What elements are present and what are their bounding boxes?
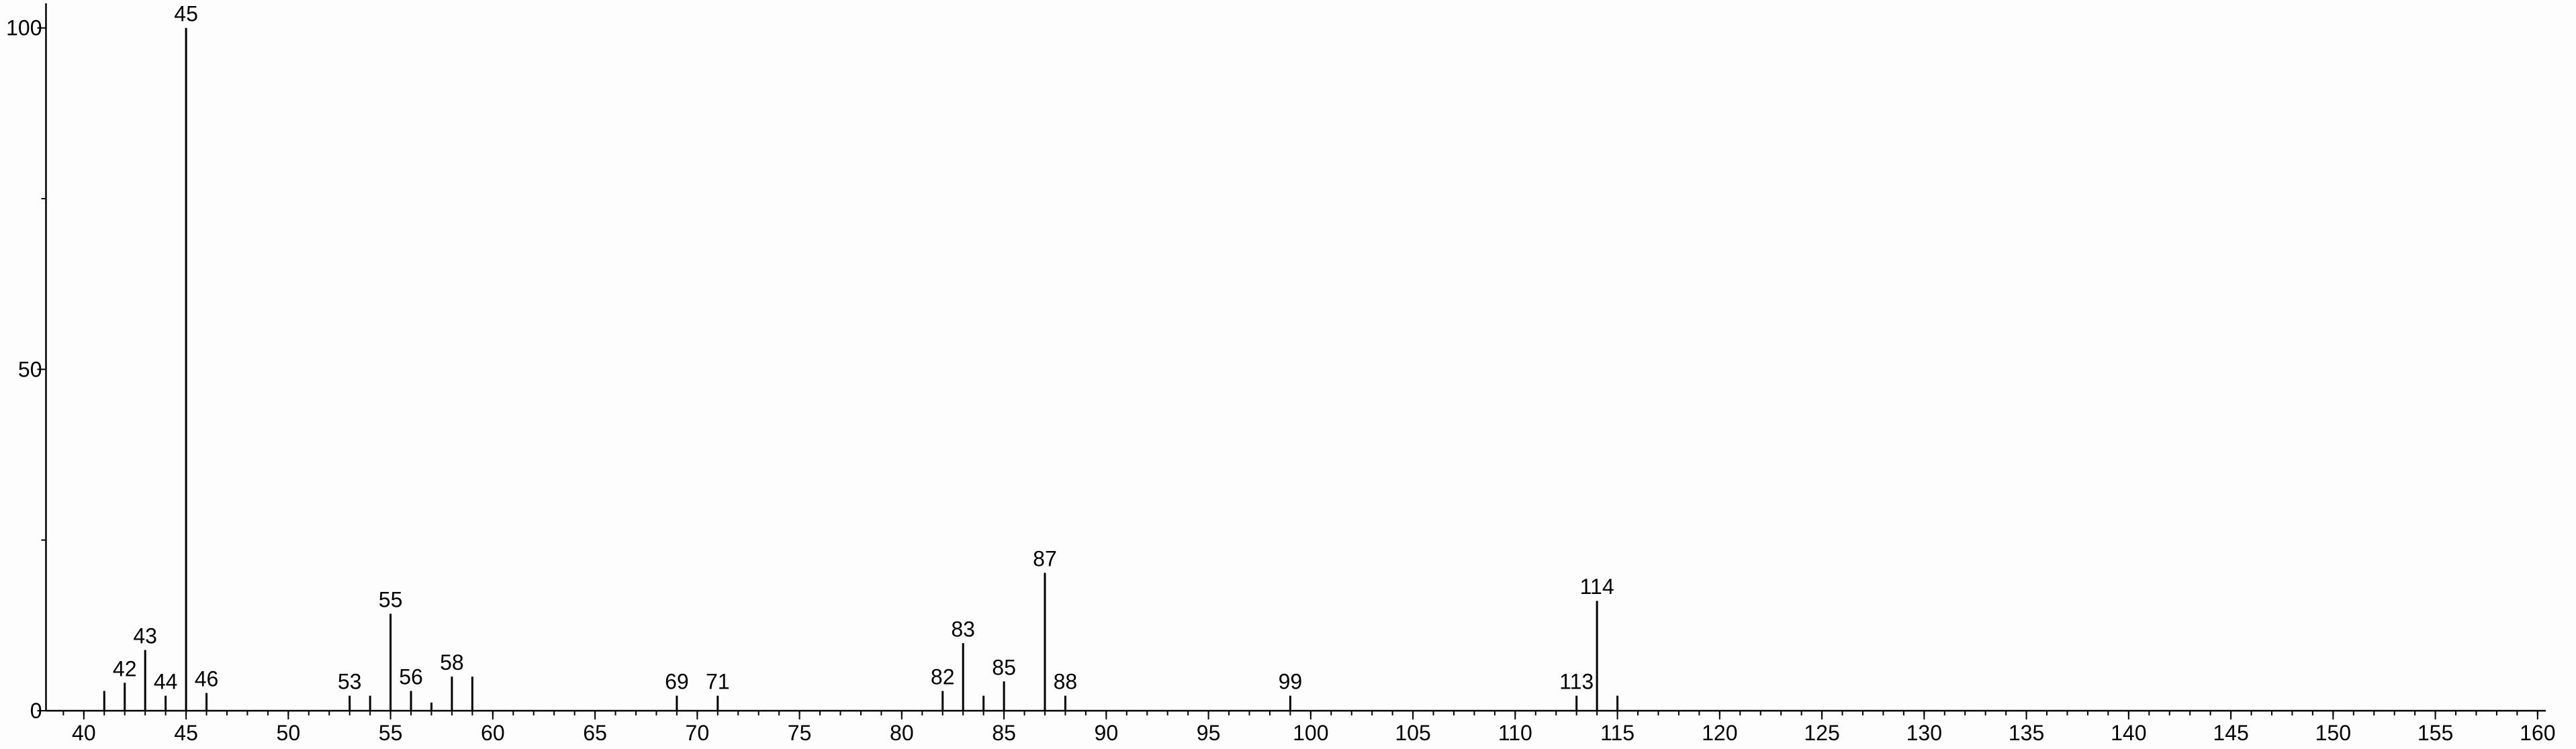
peak-label: 69: [665, 670, 689, 694]
x-tick-label: 80: [890, 721, 914, 745]
x-tick-label: 65: [583, 721, 607, 745]
x-tick-label: 160: [2520, 721, 2555, 745]
y-tick-label: 0: [30, 699, 42, 723]
x-tick-label: 90: [1095, 721, 1119, 745]
peak-label: 99: [1279, 670, 1303, 694]
x-tick-label: 45: [174, 721, 198, 745]
x-tick-label: 140: [2111, 721, 2146, 745]
peak-label: 55: [379, 588, 403, 612]
x-tick-label: 145: [2213, 721, 2248, 745]
y-tick-label: 50: [18, 357, 42, 381]
peak-label: 87: [1033, 546, 1057, 570]
x-tick-label: 155: [2418, 721, 2453, 745]
x-tick-label: 135: [2009, 721, 2044, 745]
x-tick-label: 150: [2315, 721, 2351, 745]
x-tick-label: 70: [686, 721, 710, 745]
peak-label: 46: [195, 667, 219, 691]
x-tick-label: 100: [1293, 721, 1328, 745]
x-tick-label: 130: [1906, 721, 1942, 745]
peak-label: 53: [338, 670, 362, 694]
x-tick-label: 105: [1395, 721, 1430, 745]
x-tick-label: 75: [788, 721, 812, 745]
x-tick-label: 115: [1600, 721, 1635, 745]
peak-label: 44: [154, 670, 178, 694]
peak-label: 83: [951, 617, 975, 641]
peak-label: 42: [113, 656, 137, 681]
peak-label: 113: [1559, 670, 1594, 694]
peak-label: 114: [1580, 575, 1614, 599]
peak-label: 71: [706, 670, 730, 694]
x-tick-label: 85: [992, 721, 1016, 745]
x-tick-label: 55: [379, 721, 403, 745]
x-tick-label: 60: [481, 721, 505, 745]
peak-label: 85: [992, 655, 1016, 679]
y-tick-label: 100: [6, 16, 42, 40]
peak-label: 56: [399, 664, 423, 689]
peak-label: 58: [440, 650, 464, 675]
x-tick-label: 40: [72, 721, 96, 745]
peak-label: 45: [174, 2, 198, 26]
x-tick-label: 50: [277, 721, 301, 745]
peak-label: 88: [1054, 670, 1078, 694]
x-tick-label: 110: [1498, 721, 1532, 745]
peak-label: 82: [931, 664, 955, 689]
x-tick-label: 120: [1702, 721, 1737, 745]
x-tick-label: 95: [1197, 721, 1221, 745]
peak-label: 43: [133, 623, 157, 648]
x-tick-label: 125: [1804, 721, 1839, 745]
